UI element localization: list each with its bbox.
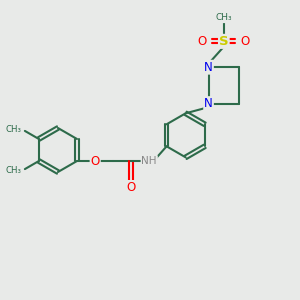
Text: N: N (204, 61, 213, 74)
Text: O: O (198, 35, 207, 48)
Text: O: O (91, 154, 100, 167)
Text: O: O (241, 35, 250, 48)
Text: CH₃: CH₃ (6, 125, 22, 134)
Text: S: S (219, 35, 229, 48)
Text: N: N (204, 97, 213, 110)
Text: O: O (126, 181, 136, 194)
Text: CH₃: CH₃ (215, 14, 232, 22)
Text: NH: NH (142, 156, 157, 166)
Text: CH₃: CH₃ (6, 166, 22, 175)
